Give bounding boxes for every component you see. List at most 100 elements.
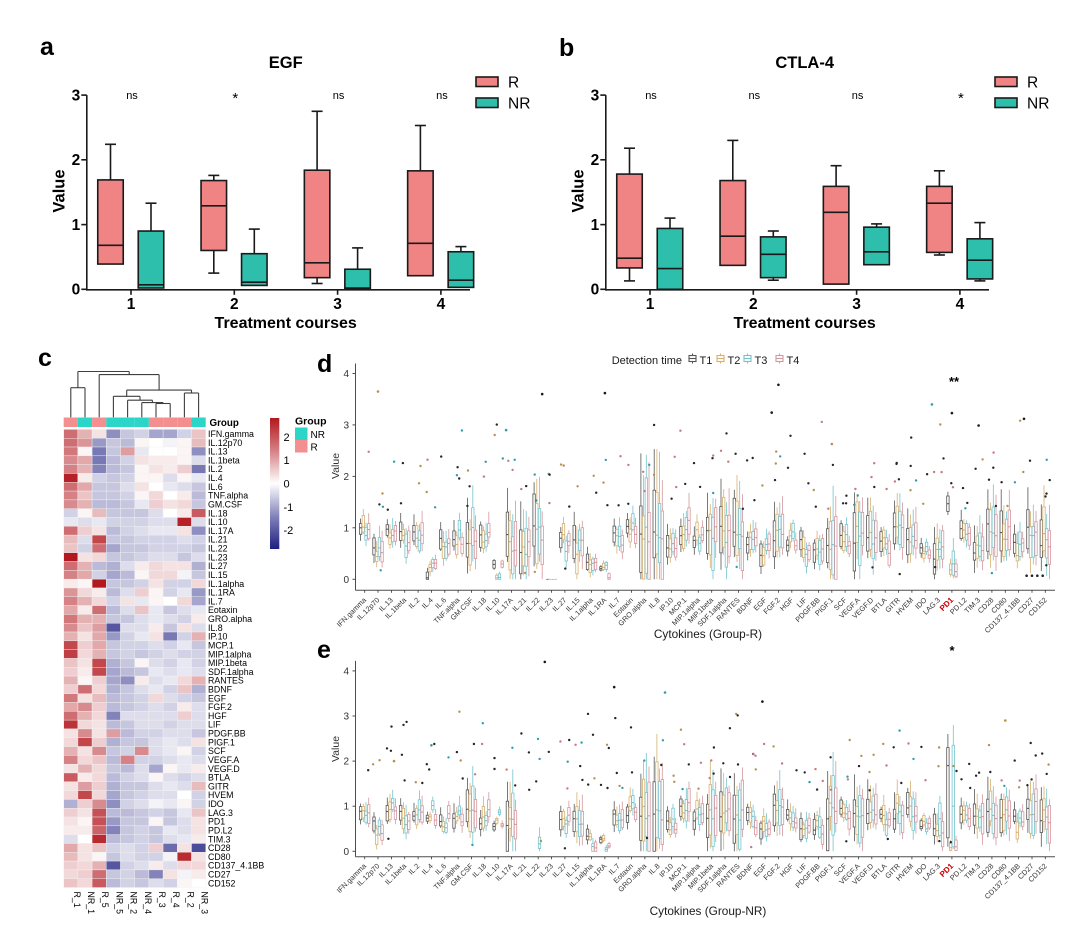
svg-text:0: 0 (343, 847, 349, 858)
svg-text:TIM.3: TIM.3 (208, 834, 231, 844)
svg-text:ns: ns (436, 90, 448, 102)
svg-text:IL.6: IL.6 (208, 482, 223, 492)
svg-text:4: 4 (343, 369, 349, 380)
svg-text:PIGF.1: PIGF.1 (208, 737, 235, 747)
svg-text:R_3: R_3 (157, 892, 167, 908)
svg-text:NR: NR (508, 96, 530, 113)
svg-text:IL.17A: IL.17A (208, 526, 234, 536)
svg-text:LIF: LIF (208, 720, 221, 730)
svg-text:IL.1beta: IL.1beta (208, 455, 240, 465)
svg-text:IL.8: IL.8 (208, 623, 223, 633)
svg-text:b: b (559, 34, 574, 62)
svg-text:Detection time: Detection time (612, 355, 682, 367)
svg-text:PDGF.BB: PDGF.BB (208, 729, 246, 739)
svg-text:*: * (232, 90, 238, 107)
svg-text:CD137_4.1BB: CD137_4.1BB (208, 861, 264, 871)
svg-text:4: 4 (343, 666, 349, 677)
svg-text:IL.15: IL.15 (208, 570, 228, 580)
svg-text:*: * (958, 90, 964, 107)
svg-text:IL.1alpha: IL.1alpha (208, 579, 244, 589)
svg-text:R_5: R_5 (100, 892, 110, 908)
svg-text:Value: Value (51, 169, 69, 212)
svg-text:4: 4 (437, 296, 446, 313)
svg-text:R_4: R_4 (171, 892, 181, 908)
svg-text:CD152: CD152 (208, 878, 235, 888)
svg-text:NR: NR (1027, 96, 1049, 113)
svg-text:R: R (1027, 75, 1038, 92)
svg-text:2: 2 (230, 296, 239, 313)
svg-text:ns: ns (645, 90, 657, 102)
svg-text:EGF: EGF (208, 693, 227, 703)
svg-text:1: 1 (591, 217, 600, 234)
svg-text:NR: NR (311, 430, 325, 441)
svg-text:IL.18: IL.18 (208, 508, 228, 518)
svg-text:IL.22: IL.22 (208, 544, 228, 554)
svg-text:SCF: SCF (208, 746, 226, 756)
svg-text:2: 2 (343, 472, 349, 483)
svg-text:3: 3 (333, 296, 342, 313)
svg-text:FGF.2: FGF.2 (208, 702, 232, 712)
svg-text:Value: Value (570, 169, 588, 212)
svg-text:IL.10: IL.10 (208, 517, 228, 527)
svg-text:IL.4: IL.4 (208, 473, 223, 483)
svg-text:TNF.alpha: TNF.alpha (208, 491, 248, 501)
svg-text:R_2: R_2 (185, 892, 195, 908)
svg-text:CD27: CD27 (208, 870, 231, 880)
svg-text:1: 1 (284, 455, 290, 467)
svg-text:ns: ns (333, 90, 345, 102)
svg-text:ns: ns (126, 90, 138, 102)
svg-text:PD1: PD1 (208, 817, 225, 827)
svg-text:CD28: CD28 (208, 843, 231, 853)
svg-text:0: 0 (591, 282, 600, 299)
svg-text:d: d (317, 350, 332, 378)
svg-text:4: 4 (956, 296, 965, 313)
svg-text:IL.23: IL.23 (208, 552, 228, 562)
svg-text:MIP.1alpha: MIP.1alpha (208, 649, 251, 659)
svg-text:IL.13: IL.13 (208, 447, 228, 457)
svg-text:IFN.gamma: IFN.gamma (208, 429, 254, 439)
svg-text:3: 3 (343, 420, 349, 431)
svg-text:NR_5: NR_5 (114, 892, 124, 915)
svg-text:1: 1 (72, 217, 81, 234)
svg-text:*: * (949, 643, 955, 658)
svg-text:Group: Group (210, 418, 239, 429)
svg-text:T2: T2 (728, 355, 741, 367)
svg-text:NR_4: NR_4 (143, 892, 153, 915)
svg-text:Cytokines (Group-R): Cytokines (Group-R) (654, 627, 762, 641)
svg-text:HGF: HGF (208, 711, 227, 721)
svg-text:c: c (38, 344, 52, 372)
svg-text:PD.L2: PD.L2 (208, 825, 233, 835)
svg-text:1: 1 (127, 296, 136, 313)
svg-text:IP.10: IP.10 (208, 632, 228, 642)
svg-text:IL.1RA: IL.1RA (208, 588, 235, 598)
svg-text:HVEM: HVEM (208, 790, 233, 800)
svg-text:IL.27: IL.27 (208, 561, 228, 571)
svg-text:0: 0 (284, 479, 290, 491)
svg-text:-1: -1 (284, 502, 294, 514)
svg-text:Treatment courses: Treatment courses (215, 315, 357, 332)
svg-text:GRO.alpha: GRO.alpha (208, 614, 252, 624)
svg-text:IL.12p70: IL.12p70 (208, 438, 242, 448)
svg-text:NR_1: NR_1 (86, 892, 96, 915)
svg-text:T1: T1 (700, 355, 713, 367)
svg-text:2: 2 (72, 152, 81, 169)
svg-text:BDNF: BDNF (208, 684, 233, 694)
svg-text:MIP.1beta: MIP.1beta (208, 658, 247, 668)
svg-text:IL.21: IL.21 (208, 535, 228, 545)
svg-text:2: 2 (284, 432, 290, 444)
svg-text:3: 3 (591, 87, 600, 104)
svg-text:R_1: R_1 (72, 892, 82, 908)
svg-text:3: 3 (343, 712, 349, 723)
svg-text:T4: T4 (787, 355, 800, 367)
svg-text:2: 2 (591, 152, 600, 169)
svg-text:Treatment courses: Treatment courses (734, 315, 876, 332)
svg-text:Cytokines (Group-NR): Cytokines (Group-NR) (650, 904, 767, 918)
svg-text:T3: T3 (755, 355, 768, 367)
svg-text:CTLA-4: CTLA-4 (775, 54, 834, 72)
svg-text:GM.CSF: GM.CSF (208, 499, 243, 509)
svg-text:MCP.1: MCP.1 (208, 640, 234, 650)
svg-text:IDO: IDO (208, 799, 224, 809)
svg-text:EGF: EGF (269, 54, 303, 72)
svg-text:LAG.3: LAG.3 (208, 808, 233, 818)
svg-text:IL.2: IL.2 (208, 464, 223, 474)
